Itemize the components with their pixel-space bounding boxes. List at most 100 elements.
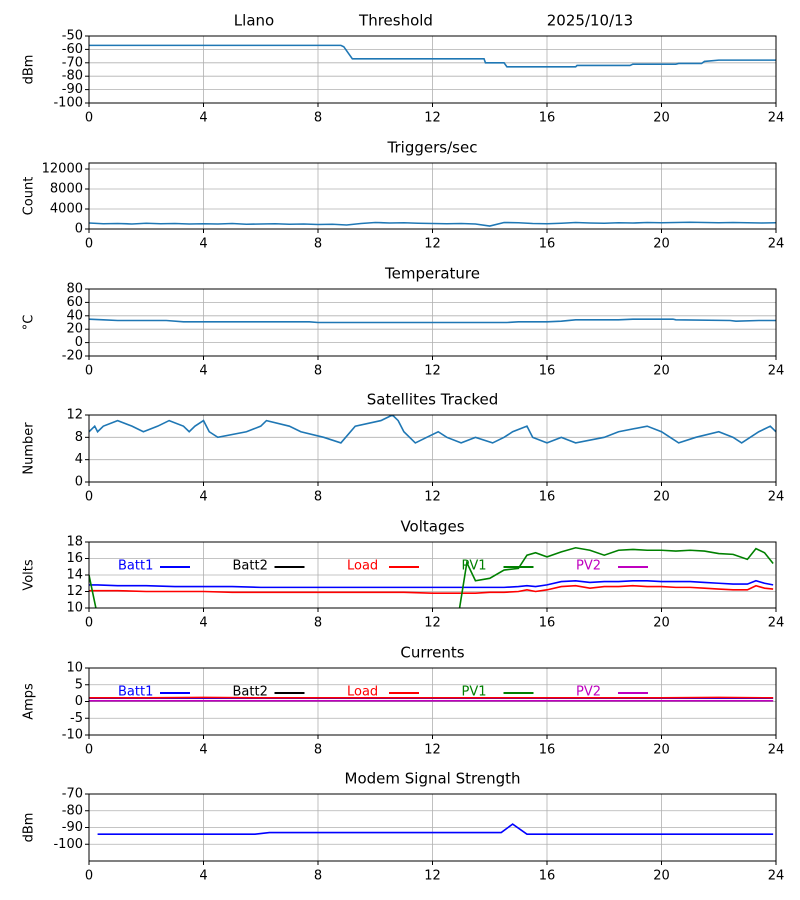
y-tick-label: -10: [62, 728, 83, 743]
x-tick-label: 0: [85, 743, 93, 758]
x-tick-label: 24: [768, 869, 785, 884]
x-tick-label: 0: [85, 616, 93, 631]
y-tick-label: -90: [62, 82, 83, 97]
x-tick-label: 16: [539, 490, 556, 505]
legend-label: PV2: [576, 685, 601, 700]
x-tick-label: 4: [199, 237, 207, 252]
series-line: [89, 584, 774, 594]
x-tick-label: 8: [314, 743, 322, 758]
x-tick-label: 0: [85, 237, 93, 252]
legend-label: PV1: [462, 685, 487, 700]
plot-frame: [88, 667, 777, 736]
y-tick-label: 8000: [50, 182, 83, 197]
x-tick-label: 8: [314, 364, 322, 379]
x-tick-label: 24: [768, 364, 785, 379]
x-tick-label: 20: [653, 743, 670, 758]
y-axis-label: °C: [22, 315, 37, 331]
chart-title: Llano: [234, 12, 274, 30]
series-line: [89, 579, 774, 589]
y-tick-label: 5: [75, 677, 83, 692]
series-line: [97, 823, 774, 835]
y-tick-label: -90: [62, 820, 83, 835]
x-tick-label: 16: [539, 237, 556, 252]
x-tick-label: 12: [424, 869, 441, 884]
y-tick-label: -20: [62, 349, 83, 364]
y-tick-label: 0: [75, 694, 83, 709]
x-tick-label: 24: [768, 111, 785, 126]
plot-frame: [88, 414, 777, 483]
series-line: [89, 546, 774, 608]
x-tick-label: 12: [424, 743, 441, 758]
plot-frame: [88, 288, 777, 357]
x-tick-label: 4: [199, 743, 207, 758]
chart-title: Triggers/sec: [387, 139, 478, 157]
plot-frame: [88, 793, 777, 862]
chart-title: 2025/10/13: [547, 12, 633, 30]
legend-label: Batt2: [233, 559, 268, 574]
x-tick-label: 0: [85, 364, 93, 379]
series-line: [89, 44, 776, 68]
x-tick-label: 8: [314, 490, 322, 505]
y-tick-label: 20: [66, 322, 83, 337]
y-axis-label: Count: [22, 177, 37, 216]
y-tick-label: 10: [66, 661, 83, 676]
y-tick-label: -100: [53, 96, 83, 111]
x-tick-label: 4: [199, 616, 207, 631]
y-tick-label: -60: [62, 42, 83, 57]
chart-title: Modem Signal Strength: [345, 770, 521, 788]
x-tick-label: 24: [768, 616, 785, 631]
x-tick-label: 8: [314, 869, 322, 884]
y-tick-label: 0: [75, 475, 83, 490]
plot-frame: [88, 35, 777, 104]
y-axis-label: Volts: [22, 559, 37, 591]
chart-title: Currents: [400, 644, 464, 662]
chart-title: Voltages: [400, 518, 464, 536]
y-tick-label: 4000: [50, 202, 83, 217]
chart-title: Temperature: [384, 265, 480, 283]
y-axis-label: Number: [22, 422, 37, 475]
y-tick-label: 0: [75, 335, 83, 350]
plot-frame: [88, 162, 777, 230]
x-tick-label: 20: [653, 237, 670, 252]
y-tick-label: -70: [62, 787, 83, 802]
x-tick-label: 24: [768, 743, 785, 758]
x-tick-label: 4: [199, 364, 207, 379]
x-tick-label: 0: [85, 490, 93, 505]
legend-label: PV1: [462, 559, 487, 574]
x-tick-label: 4: [199, 111, 207, 126]
x-tick-label: 16: [539, 616, 556, 631]
y-axis-label: dBm: [22, 813, 37, 843]
y-tick-label: 18: [66, 535, 83, 550]
x-tick-label: 4: [199, 869, 207, 884]
x-tick-label: 16: [539, 111, 556, 126]
y-tick-label: -50: [62, 29, 83, 44]
x-tick-label: 12: [424, 364, 441, 379]
legend-label: Load: [347, 559, 378, 574]
y-tick-label: -100: [53, 837, 83, 852]
y-tick-label: 4: [75, 452, 83, 467]
x-tick-label: 20: [653, 869, 670, 884]
x-tick-label: 0: [85, 111, 93, 126]
y-axis-label: dBm: [22, 55, 37, 85]
x-tick-label: 20: [653, 364, 670, 379]
series-line: [89, 221, 776, 227]
y-tick-label: 80: [66, 282, 83, 297]
x-tick-label: 24: [768, 490, 785, 505]
x-tick-label: 20: [653, 111, 670, 126]
x-tick-label: 12: [424, 616, 441, 631]
x-tick-label: 16: [539, 364, 556, 379]
x-tick-label: 8: [314, 111, 322, 126]
series-line: [89, 415, 776, 444]
y-tick-label: 14: [66, 568, 83, 583]
y-tick-label: -70: [62, 55, 83, 70]
x-tick-label: 12: [424, 111, 441, 126]
x-tick-label: 12: [424, 490, 441, 505]
x-tick-label: 20: [653, 616, 670, 631]
x-tick-label: 16: [539, 869, 556, 884]
x-tick-label: 20: [653, 490, 670, 505]
y-tick-label: -5: [70, 711, 83, 726]
chart-title: Satellites Tracked: [367, 391, 498, 409]
y-tick-label: 0: [75, 222, 83, 237]
